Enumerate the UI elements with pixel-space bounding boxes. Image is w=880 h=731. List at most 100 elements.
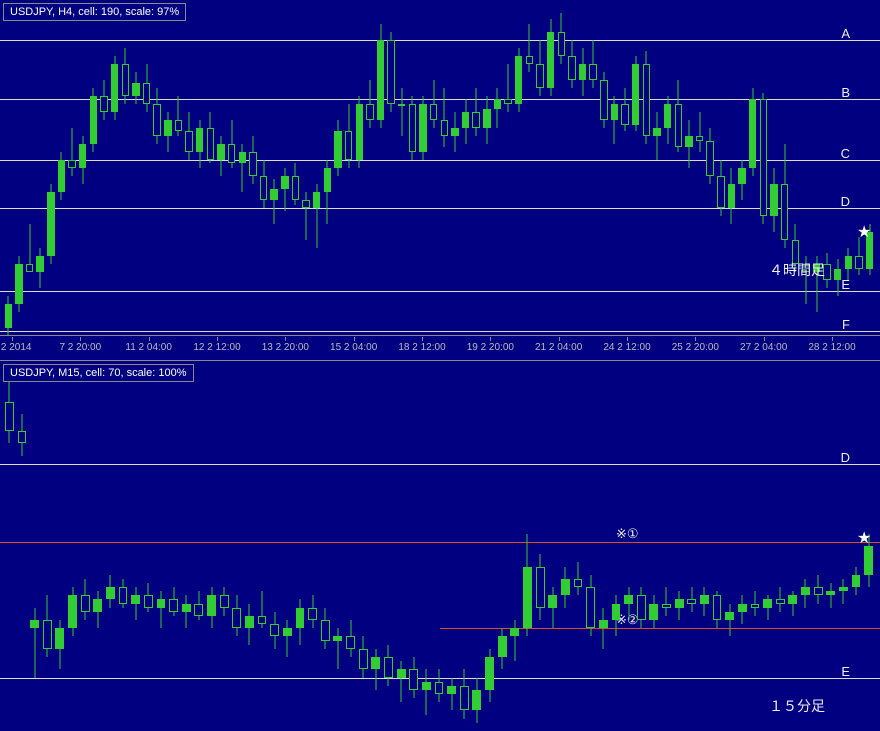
chart-title-m15: USDJPY, M15, cell: 70, scale: 100% (3, 364, 194, 382)
candle (79, 0, 86, 336)
candle (728, 0, 735, 336)
candle (611, 0, 618, 336)
candle (624, 361, 633, 731)
candle (281, 0, 288, 336)
candle (164, 0, 171, 336)
candle (296, 361, 305, 731)
candle (462, 0, 469, 336)
candle (586, 361, 595, 731)
candle (18, 361, 27, 731)
candle (579, 0, 586, 336)
candle (751, 361, 760, 731)
candle (536, 361, 545, 731)
candle (324, 0, 331, 336)
candle (377, 0, 384, 336)
candle (5, 0, 12, 336)
candle (441, 0, 448, 336)
candle (700, 361, 709, 731)
candle (157, 361, 166, 731)
candle (100, 0, 107, 336)
candle (371, 361, 380, 731)
candle (47, 0, 54, 336)
candle (182, 361, 191, 731)
candle (536, 0, 543, 336)
candle (302, 0, 309, 336)
candle (653, 0, 660, 336)
candle (834, 0, 841, 336)
candle (483, 0, 490, 336)
candle (258, 361, 267, 731)
candle (283, 361, 292, 731)
candle (270, 361, 279, 731)
candle (589, 0, 596, 336)
candle (232, 361, 241, 731)
candle (153, 0, 160, 336)
candle (58, 0, 65, 336)
candle (346, 361, 355, 731)
candle (409, 361, 418, 731)
candle (106, 361, 115, 731)
candle (813, 0, 820, 336)
candle (196, 0, 203, 336)
candle (510, 361, 519, 731)
candle (122, 0, 129, 336)
candle (515, 0, 522, 336)
candle (185, 0, 192, 336)
candle (706, 0, 713, 336)
candle (664, 0, 671, 336)
candle (435, 361, 444, 731)
candle (447, 361, 456, 731)
candle (749, 0, 756, 336)
candle (574, 361, 583, 731)
candle (194, 361, 203, 731)
candle (637, 361, 646, 731)
candle (169, 361, 178, 731)
candle (485, 361, 494, 731)
candle (675, 0, 682, 336)
xaxis-h4: 6 2 20147 2 20:0011 2 04:0012 2 12:0013 … (0, 335, 880, 360)
candle (239, 0, 246, 336)
candle (523, 361, 532, 731)
xlabel: 24 2 12:00 (603, 342, 650, 353)
candle (738, 361, 747, 731)
candle (308, 361, 317, 731)
candle (738, 0, 745, 336)
candle (504, 0, 511, 336)
candle (43, 361, 52, 731)
candle (649, 361, 658, 731)
candle (547, 0, 554, 336)
candle (398, 0, 405, 336)
candle (419, 0, 426, 336)
candle (333, 361, 342, 731)
candle (802, 0, 809, 336)
candle (111, 0, 118, 336)
candle (409, 0, 416, 336)
xlabel: 18 2 12:00 (398, 342, 445, 353)
candle (725, 361, 734, 731)
candle (600, 0, 607, 336)
candle (632, 0, 639, 336)
xlabel: 15 2 04:00 (330, 342, 377, 353)
candle (696, 0, 703, 336)
xlabel: 11 2 04:00 (125, 342, 172, 353)
candle (866, 0, 873, 336)
candle (814, 361, 823, 731)
candle (460, 361, 469, 731)
candle (359, 361, 368, 731)
candle (558, 0, 565, 336)
candle (687, 361, 696, 731)
candle (845, 0, 852, 336)
plot-area-h4: ABCDEF (0, 0, 880, 336)
candle (685, 0, 692, 336)
xlabel: 27 2 04:00 (740, 342, 787, 353)
candle (384, 361, 393, 731)
candle (422, 361, 431, 731)
candle (621, 0, 628, 336)
xlabel: 12 2 12:00 (193, 342, 240, 353)
candle (36, 0, 43, 336)
candle (801, 361, 810, 731)
timeframe-label-h4: ４時間足 (769, 260, 825, 280)
candle (334, 0, 341, 336)
xlabel: 19 2 20:00 (467, 342, 514, 353)
candle (30, 361, 39, 731)
